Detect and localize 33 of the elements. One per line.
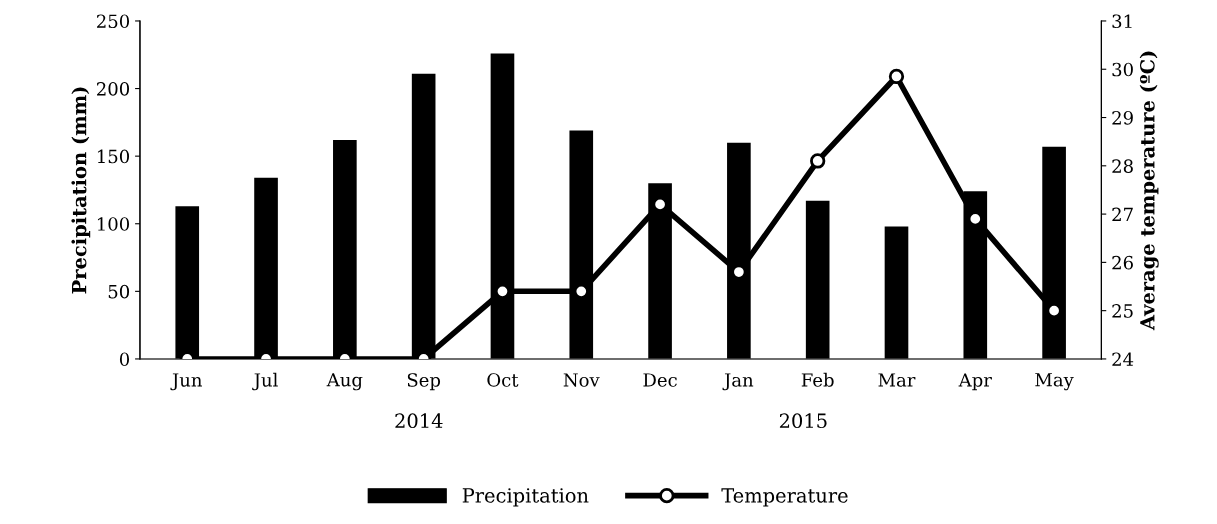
- x-tick-label: Jun: [170, 373, 202, 391]
- y-tick-label: 150: [97, 149, 130, 164]
- text: 2014: [395, 413, 443, 429]
- y2-tick-label: 27: [1112, 207, 1133, 221]
- y2-tick-label: 30: [1112, 62, 1133, 77]
- legend-label: Precipitation: [462, 488, 589, 507]
- legend-label: Temperature: [721, 488, 848, 507]
- x-tick-label: Jul: [252, 372, 278, 391]
- x-tick-label: Aug: [326, 373, 363, 391]
- x-tick-label: Sep: [407, 373, 441, 391]
- y-tick-label: 50: [108, 284, 130, 299]
- x-tick-label: Mar: [878, 373, 916, 387]
- y2-tick-label: 31: [1112, 14, 1132, 29]
- y-tick-label: 100: [97, 217, 130, 231]
- y2-axis-title: Average temperature (ºC): [1139, 51, 1159, 331]
- text: 2015: [779, 413, 827, 429]
- y-tick-label: 250: [96, 14, 130, 29]
- point: [810, 153, 826, 169]
- x-tick-label: Oct: [487, 373, 519, 387]
- y-tick-label: 200: [96, 82, 130, 96]
- y-tick-label: 0: [119, 352, 130, 367]
- x-tick-label: Nov: [563, 373, 600, 387]
- y2-tick-label: 24: [1112, 352, 1134, 366]
- y-axis-title: Precipitation (mm): [71, 87, 91, 294]
- x-tick-label: Dec: [643, 373, 677, 387]
- y2-tick-label: 25: [1112, 304, 1133, 318]
- y2-tick-label: 28: [1112, 159, 1133, 173]
- x-tick-label: Jan: [722, 373, 754, 391]
- y2-tick-label: 26: [1112, 255, 1133, 270]
- x-tick-label: Feb: [801, 372, 834, 387]
- x-tick-label: May: [1035, 373, 1074, 391]
- x-tick-label: Apr: [958, 373, 992, 391]
- y2-tick-label: 29: [1112, 110, 1133, 125]
